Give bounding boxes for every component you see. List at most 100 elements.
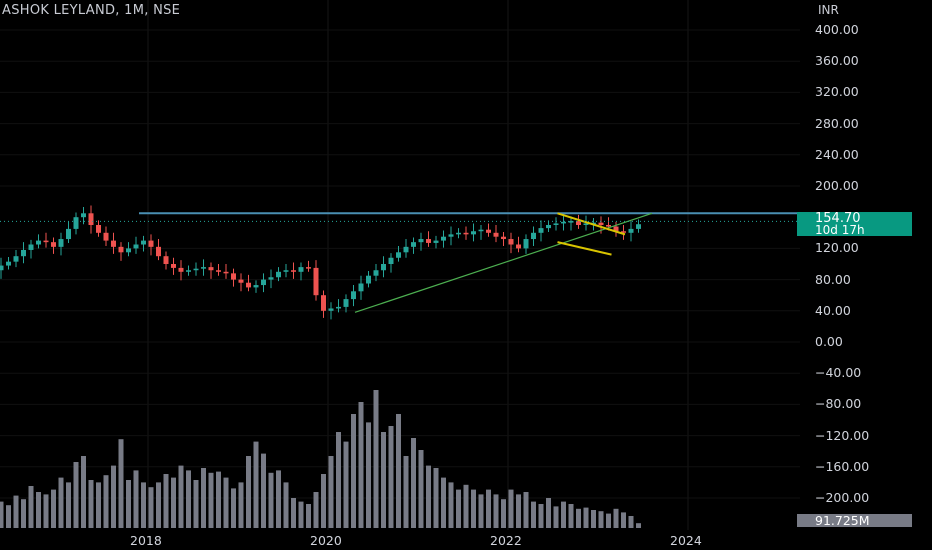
candle-body (253, 285, 259, 288)
volume-bar (81, 456, 86, 528)
candle-body (523, 239, 529, 249)
volume-bar (516, 494, 521, 528)
volume-bar (0, 501, 4, 528)
volume-bar (103, 475, 109, 528)
volume-bar (163, 474, 169, 528)
candle-body (336, 306, 341, 309)
volume-bar (43, 494, 49, 528)
candle-body (133, 244, 139, 249)
volume-bar (373, 390, 379, 528)
candle-body (621, 231, 626, 233)
volume-bar (478, 494, 484, 528)
candle-body (358, 283, 364, 292)
volume-bar (328, 456, 334, 528)
bar-countdown: 10d 17h (815, 223, 865, 237)
volume-bar (508, 489, 514, 528)
candle-body (366, 275, 371, 284)
volume-bar (216, 471, 221, 528)
candle-body (531, 232, 536, 240)
volume-bar (73, 462, 79, 528)
price-tick-label: 400.00 (815, 22, 859, 37)
volume-bar (231, 488, 236, 528)
volume-bar (448, 482, 454, 528)
candle-body (171, 264, 176, 268)
candle-body (403, 246, 409, 253)
volume-bar (133, 470, 139, 528)
candle-body (111, 240, 116, 247)
currency-label: INR (818, 3, 839, 17)
volume-bar (613, 508, 619, 528)
candle-body (231, 273, 236, 280)
price-tick-label: 200.00 (815, 178, 859, 193)
volume-bar (493, 494, 499, 528)
candle-body (223, 271, 229, 274)
volume-bar (283, 482, 289, 528)
volume-bar (606, 513, 611, 528)
volume-bar (471, 489, 476, 528)
volume-bar (253, 441, 259, 528)
time-tick-label: 2024 (670, 533, 702, 548)
volume-bar (201, 468, 206, 528)
candle-body (13, 256, 19, 262)
volume-bar (148, 487, 154, 528)
candle-body (163, 256, 169, 264)
price-tick-label: 0.00 (815, 334, 843, 349)
volume-bar (96, 482, 101, 528)
volume-bar (291, 498, 296, 528)
candle-body (321, 295, 326, 311)
candle-body (598, 222, 604, 225)
support-trendline (354, 212, 653, 313)
candle-body (396, 252, 401, 258)
price-tick-label: 240.00 (815, 146, 859, 162)
candle-body (193, 268, 199, 271)
volume-bar (433, 468, 439, 528)
volume-bar (553, 506, 559, 528)
candle-body (261, 279, 266, 286)
candle-body (343, 299, 349, 307)
volume-bar (28, 486, 34, 528)
candle-body (186, 270, 191, 272)
candle-body (21, 249, 26, 257)
volume-bar (246, 456, 251, 528)
candle-body (148, 240, 154, 247)
candle-body (516, 244, 521, 249)
candle-body (471, 231, 476, 235)
candle-body (28, 244, 34, 250)
volume-bar (343, 441, 349, 528)
volume-bar (13, 495, 19, 528)
volume-bar (141, 482, 146, 528)
volume-bar (58, 477, 64, 528)
candle-body (66, 228, 71, 240)
candle-body (36, 240, 41, 245)
price-tick-label: 360.00 (815, 53, 859, 69)
volume-bar (456, 489, 461, 528)
candle-body (426, 239, 431, 243)
candle-body (606, 225, 611, 227)
volume-bar (366, 422, 371, 528)
candle-body (81, 213, 86, 218)
volume-bar (126, 480, 131, 528)
candle-body (456, 232, 461, 235)
volume-bar (336, 432, 341, 528)
time-tick-label: 2022 (490, 533, 522, 548)
volume-bar (118, 439, 124, 528)
candle-body (238, 279, 244, 283)
candle-body (103, 232, 109, 241)
volume-bar (208, 472, 214, 528)
volume-bar (396, 414, 401, 528)
candle-body (478, 229, 484, 232)
price-tick-label: 40.00 (815, 302, 851, 318)
candle-body (126, 248, 131, 253)
candle-body (246, 282, 251, 288)
candle-body (51, 242, 56, 247)
volume-bar (21, 499, 26, 528)
volume-bars (0, 390, 641, 528)
volume-bar (238, 482, 244, 528)
candle-body (613, 226, 619, 232)
volume-bar (306, 504, 311, 528)
price-tick-label: −40.00 (815, 365, 862, 381)
volume-bar (628, 516, 634, 528)
volume-bar (441, 477, 446, 528)
candle-body (58, 239, 64, 247)
